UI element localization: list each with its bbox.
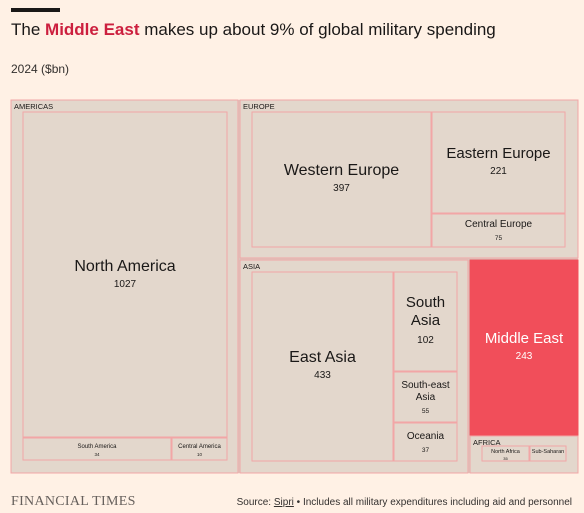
tile-eastern-europe — [431, 111, 566, 214]
tile-central-america — [171, 437, 228, 461]
tile-value-eastern-europe: 221 — [490, 166, 507, 177]
tile-label-middle-east: Middle East — [485, 330, 564, 347]
tile-label-oceania: Oceania — [407, 431, 445, 442]
tile-oceania — [393, 422, 458, 462]
tile-value-central-europe: 75 — [495, 235, 503, 242]
source-label: Source: — [236, 497, 274, 508]
tile-sub-saharan — [529, 445, 567, 462]
ft-logo: FINANCIAL TIMES — [11, 494, 136, 509]
group-label-africa: AFRICA — [473, 438, 501, 447]
tile-central-europe — [431, 213, 566, 248]
tile-label-central-america: Central America — [178, 444, 221, 450]
tile-north-america — [22, 111, 228, 438]
tile-label-south-east-asia-line-1: South-east — [401, 380, 450, 391]
tile-value-south-east-asia: 55 — [422, 408, 430, 415]
tile-label-western-europe: Western Europe — [284, 162, 399, 179]
tile-value-central-america: 10 — [197, 452, 203, 457]
tile-south-asia — [393, 271, 458, 372]
tile-value-north-africa: 35 — [503, 456, 508, 461]
chart-title: The Middle East makes up about 9% of glo… — [11, 20, 496, 40]
tile-label-central-europe: Central Europe — [465, 219, 533, 230]
tile-label-north-america: North America — [74, 258, 175, 275]
tile-label-north-africa: North Africa — [491, 449, 521, 455]
tile-label-south-asia-line-1: South — [406, 294, 445, 311]
tile-east-asia — [251, 271, 394, 462]
tile-middle-east — [469, 259, 579, 436]
source-detail: • Includes all military expenditures inc… — [293, 497, 572, 508]
tile-value-east-asia: 433 — [314, 370, 331, 381]
tile-label-south-east-asia-line-2: Asia — [416, 392, 436, 403]
title-post: makes up about 9% of global military spe… — [139, 20, 496, 39]
group-label-americas: AMERICAS — [14, 102, 53, 111]
tile-label-south-asia-line-2: Asia — [411, 312, 441, 329]
top-accent-bar — [11, 8, 60, 12]
tile-value-north-america: 1027 — [114, 279, 137, 290]
title-pre: The — [11, 20, 46, 39]
tile-value-oceania: 37 — [422, 447, 430, 454]
tile-south-america — [22, 437, 172, 461]
tile-value-south-america: 34 — [94, 452, 100, 457]
tile-label-eastern-europe: Eastern Europe — [446, 145, 550, 162]
title-highlight: Middle East — [45, 20, 140, 39]
source-note: Source: Sipri • Includes all military ex… — [237, 497, 572, 508]
tile-south-east-asia — [393, 371, 458, 423]
tile-label-south-america: South America — [77, 444, 117, 450]
source-link[interactable]: Sipri — [273, 497, 294, 508]
group-label-europe: EUROPE — [243, 102, 275, 111]
tile-value-middle-east: 243 — [516, 351, 533, 362]
chart-subtitle: 2024 ($bn) — [11, 62, 70, 76]
tile-value-south-asia: 102 — [417, 335, 434, 346]
tile-label-east-asia: East Asia — [289, 349, 356, 366]
group-label-asia: ASIA — [243, 262, 260, 271]
tile-label-sub-saharan: Sub-Saharan — [532, 449, 564, 455]
tile-north-africa — [481, 445, 530, 462]
tile-value-western-europe: 397 — [333, 183, 350, 194]
tile-western-europe — [251, 111, 432, 248]
